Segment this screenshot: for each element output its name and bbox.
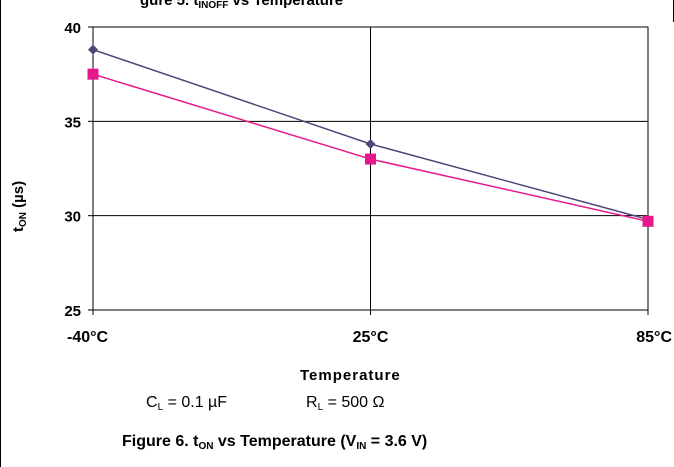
series-2-point <box>642 215 654 227</box>
series-1-point <box>365 138 376 149</box>
x-tick-label: 25°C <box>353 329 389 346</box>
series-1-point <box>88 44 98 55</box>
frame-left-border <box>0 0 1 467</box>
load-capacitance-condition: CL = 0.1 µF <box>146 394 228 413</box>
caption-sub: INOFF <box>198 0 229 11</box>
x-tick-label: 85°C <box>636 329 672 346</box>
y-tick-label: 35 <box>64 114 81 131</box>
y-tick-label: 25 <box>64 303 81 320</box>
y-tick-label: 30 <box>64 209 81 226</box>
x-tick-label: -40°C <box>67 329 109 346</box>
y-axis-title: tON (µs) <box>10 180 29 232</box>
series-2-point <box>365 153 376 165</box>
load-resistance-condition: RL = 500 Ω <box>306 394 385 413</box>
previous-figure-caption: gure 5. tINOFF vs Temperature <box>140 0 343 11</box>
caption-text-1: gure 5. t <box>140 0 199 9</box>
caption-text-2: vs Temperature <box>232 0 344 9</box>
series-2-point <box>87 68 99 80</box>
y-tick-label: 40 <box>64 20 81 37</box>
figure-caption: Figure 6. tON vs Temperature (VIN = 3.6 … <box>122 433 428 452</box>
x-axis-title: Temperature <box>300 367 401 384</box>
